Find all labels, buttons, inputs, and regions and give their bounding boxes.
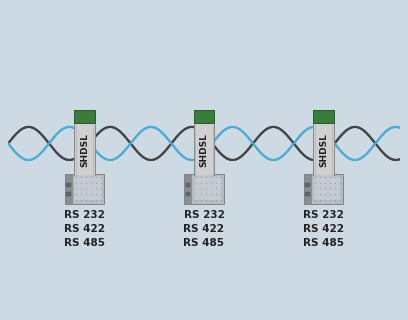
Bar: [186, 192, 190, 196]
Bar: [65, 173, 104, 204]
Text: RS 232
RS 422
RS 485: RS 232 RS 422 RS 485: [184, 210, 224, 248]
Bar: [184, 173, 191, 204]
Bar: [186, 183, 190, 187]
Bar: [74, 176, 102, 201]
Bar: [184, 173, 224, 204]
Bar: [304, 173, 343, 204]
Bar: [194, 110, 214, 123]
Bar: [74, 123, 95, 177]
Text: SHDSL: SHDSL: [200, 133, 208, 167]
Text: SHDSL: SHDSL: [80, 133, 89, 167]
Bar: [74, 110, 95, 123]
Bar: [313, 110, 334, 123]
Bar: [194, 123, 214, 177]
Bar: [313, 176, 341, 201]
Text: RS 232
RS 422
RS 485: RS 232 RS 422 RS 485: [64, 210, 105, 248]
Bar: [313, 123, 334, 177]
Bar: [304, 173, 311, 204]
Bar: [66, 183, 71, 187]
Bar: [305, 192, 310, 196]
Bar: [65, 173, 72, 204]
Text: RS 232
RS 422
RS 485: RS 232 RS 422 RS 485: [303, 210, 344, 248]
Bar: [66, 192, 71, 196]
Text: SHDSL: SHDSL: [319, 133, 328, 167]
Bar: [305, 183, 310, 187]
Bar: [194, 176, 222, 201]
